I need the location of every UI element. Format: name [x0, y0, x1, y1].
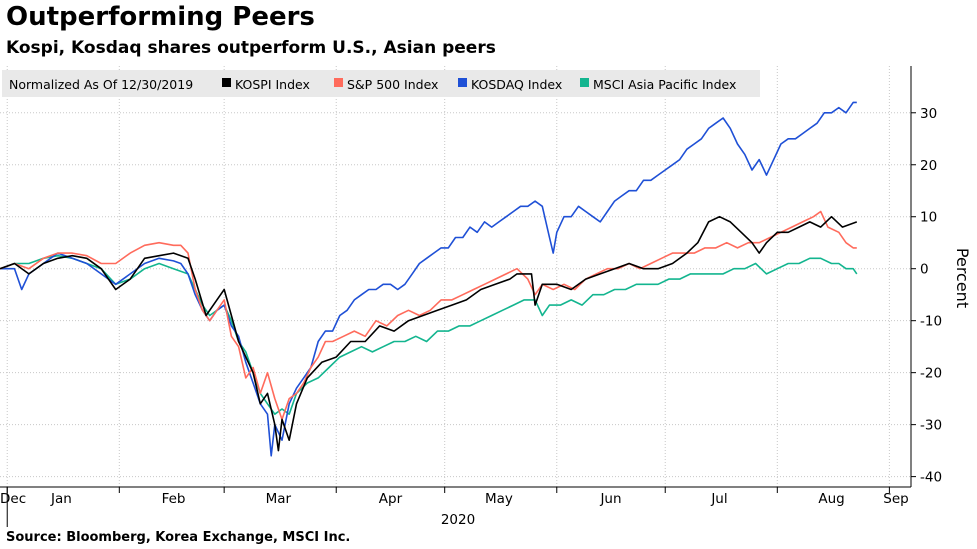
- plot-area: [0, 101, 858, 457]
- x-tick-label: May: [485, 491, 513, 507]
- gridlines: [0, 66, 911, 487]
- legend-label-sp500: S&P 500 Index: [347, 77, 438, 92]
- y-tick-label: -30: [920, 418, 942, 434]
- y-tick-label: 20: [920, 158, 937, 174]
- x-axis-title: 2020: [441, 512, 475, 528]
- legend-swatch-kosdaq: [458, 78, 467, 87]
- series-line-msci-asia-pacific-index: [0, 254, 858, 415]
- legend-label-kospi: KOSPI Index: [235, 77, 310, 92]
- x-tick-label: Jun: [599, 491, 621, 507]
- legend-note: Normalized As Of 12/30/2019: [9, 77, 193, 92]
- x-tick-label: Jan: [50, 491, 72, 507]
- legend: Normalized As Of 12/30/2019 KOSPI Index …: [2, 70, 760, 97]
- chart-title: Outperforming Peers: [6, 2, 315, 32]
- y-tick-label: -20: [920, 366, 942, 382]
- y-tick-label: 0: [920, 262, 929, 278]
- x-tick-label: Apr: [379, 491, 403, 507]
- y-tick-label: -10: [920, 314, 942, 330]
- x-axis-ticks: Dec Jan Feb Mar Apr May Jun Jul Aug Sep: [0, 487, 909, 527]
- x-tick-label: Mar: [266, 491, 292, 507]
- y-axis-ticks: 30 20 10 0 -10 -20 -30 -40: [911, 106, 942, 486]
- y-tick-label: 30: [920, 106, 937, 122]
- y-tick-label: -40: [920, 470, 942, 486]
- axes: [0, 66, 912, 488]
- legend-background: [2, 70, 760, 97]
- legend-swatch-kospi: [222, 78, 231, 87]
- x-tick-label: Dec: [0, 491, 26, 507]
- legend-swatch-sp500: [334, 78, 343, 87]
- legend-label-msci: MSCI Asia Pacific Index: [593, 77, 736, 92]
- x-tick-label: Feb: [162, 491, 186, 507]
- chart-subtitle: Kospi, Kosdaq shares outperform U.S., As…: [6, 38, 496, 58]
- y-tick-label: 10: [920, 210, 937, 226]
- series-line-kospi-index: [0, 215, 858, 452]
- y-axis-title: Percent: [953, 248, 972, 308]
- series-line-s-p-500-index: [0, 210, 857, 421]
- source-note: Source: Bloomberg, Korea Exchange, MSCI …: [6, 530, 351, 545]
- x-tick-label: Sep: [883, 491, 908, 507]
- legend-label-kosdaq: KOSDAQ Index: [471, 77, 562, 92]
- legend-swatch-msci: [580, 78, 589, 87]
- x-tick-label: Aug: [818, 491, 844, 507]
- x-tick-label: Jul: [710, 491, 727, 507]
